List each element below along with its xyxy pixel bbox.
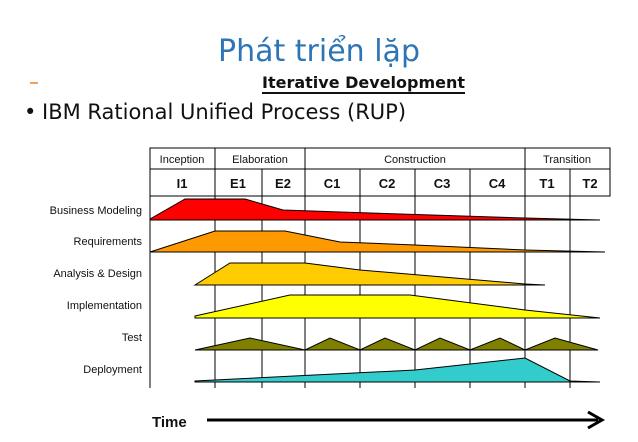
bullet-item: • IBM Rational Unified Process (RUP) bbox=[24, 100, 406, 124]
requirements-effort-shape bbox=[149, 230, 606, 253]
slide-title: Phát triển lặp bbox=[218, 34, 420, 69]
phase-transition: Transition bbox=[543, 154, 591, 166]
test-effort-shape bbox=[194, 337, 599, 351]
iteration-e2: E2 bbox=[275, 176, 291, 191]
time-arrow-icon bbox=[207, 410, 606, 430]
discipline-business-modeling: Business Modeling bbox=[50, 205, 142, 217]
iteration-c4: C4 bbox=[489, 176, 506, 191]
iteration-c2: C2 bbox=[379, 176, 396, 191]
implementation-effort-shape bbox=[194, 294, 601, 319]
time-label: Time bbox=[152, 414, 187, 431]
deployment-effort-shape bbox=[194, 357, 601, 383]
iteration-i1: I1 bbox=[177, 176, 188, 191]
bullet-dot-icon: • bbox=[24, 100, 37, 124]
bullet-text: IBM Rational Unified Process (RUP) bbox=[42, 100, 407, 124]
discipline-analysis-design: Analysis & Design bbox=[53, 268, 142, 280]
discipline-test: Test bbox=[122, 332, 142, 344]
iteration-t2: T2 bbox=[582, 176, 597, 191]
phase-inception: Inception bbox=[160, 154, 205, 166]
slide-subtitle: Iterative Development bbox=[262, 73, 466, 94]
analysis-design-effort-shape bbox=[193, 262, 546, 286]
iteration-c1: C1 bbox=[324, 176, 341, 191]
iteration-t1: T1 bbox=[539, 176, 554, 191]
iteration-guide-lines bbox=[149, 196, 571, 388]
iteration-c3: C3 bbox=[434, 176, 451, 191]
business-modeling-effort-shape bbox=[149, 198, 601, 221]
phase-header-grid bbox=[149, 147, 611, 197]
discipline-deployment: Deployment bbox=[83, 364, 142, 376]
phase-elaboration: Elaboration bbox=[232, 154, 288, 166]
discipline-requirements: Requirements bbox=[74, 236, 143, 248]
discipline-implementation: Implementation bbox=[67, 300, 142, 312]
iteration-e1: E1 bbox=[230, 176, 246, 191]
decorative-dash bbox=[30, 82, 38, 84]
phase-construction: Construction bbox=[384, 154, 446, 166]
